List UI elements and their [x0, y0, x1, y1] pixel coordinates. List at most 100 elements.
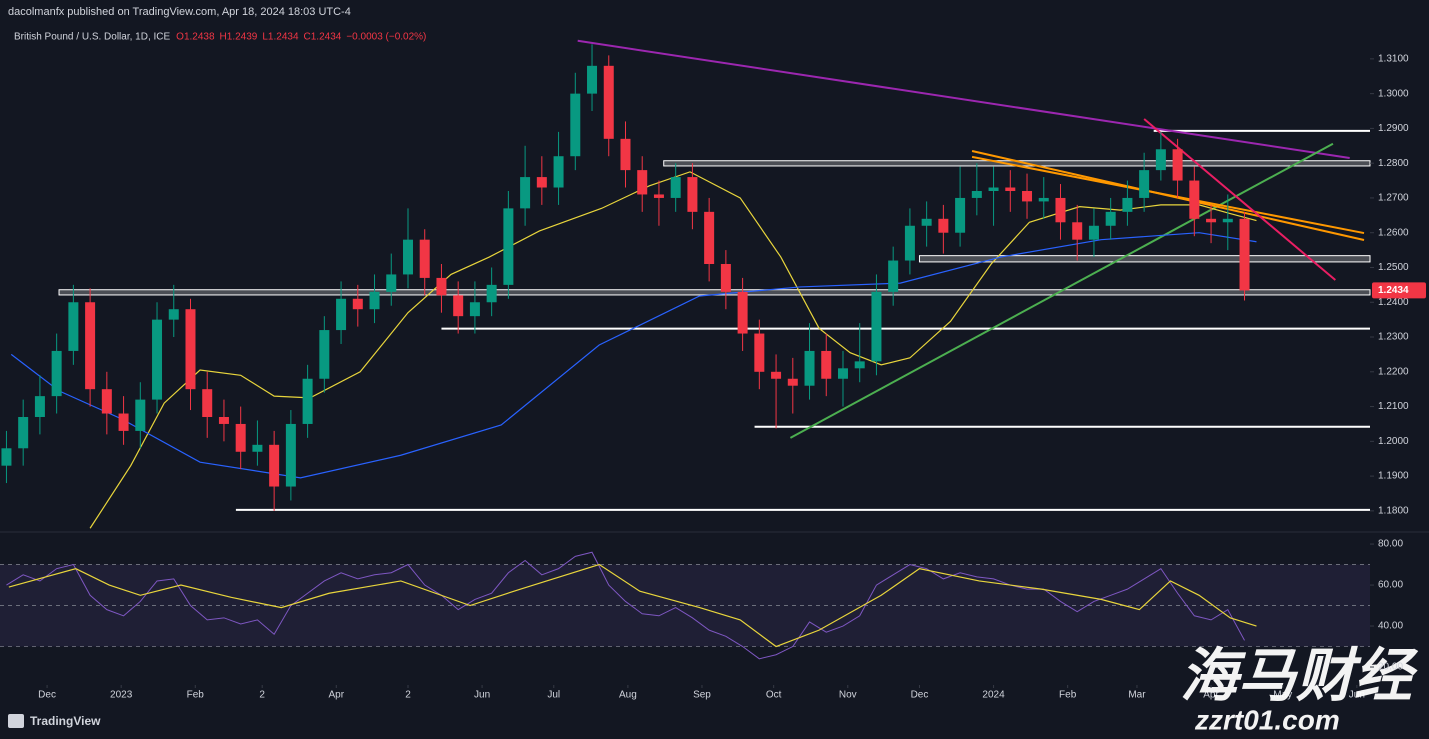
candle-body [1022, 190, 1033, 202]
candle-body [687, 177, 698, 212]
x-tick-label: Dec [911, 690, 929, 701]
candle-body [1139, 170, 1150, 198]
y-tick-label: 1.2100 [1378, 401, 1409, 412]
rsi-tick-label: 40.00 [1378, 621, 1403, 632]
x-tick-label: Jun [1349, 690, 1365, 701]
candle-body [469, 302, 480, 317]
brand-logo [8, 714, 24, 728]
y-tick-label: 1.2500 [1378, 262, 1409, 273]
candle-body [319, 330, 330, 379]
candle-body [603, 65, 614, 139]
candle-body [202, 389, 213, 417]
y-tick-label: 1.3000 [1378, 88, 1409, 99]
candle-body [904, 225, 915, 261]
candle-body [938, 218, 949, 233]
candle-body [85, 302, 96, 390]
candle-body [336, 298, 347, 331]
candle-body [352, 298, 363, 310]
candle-body [135, 399, 146, 431]
candle-body [536, 177, 547, 188]
candle-body [1, 448, 12, 466]
publisher: dacolmanfx published on TradingView.com,… [8, 6, 351, 18]
candle-body [737, 291, 748, 334]
candle-body [804, 350, 815, 386]
candle-body [402, 239, 413, 275]
trend-line [1143, 118, 1336, 281]
candle-body [1206, 218, 1217, 223]
candle-body [1005, 187, 1016, 191]
candle-body [218, 416, 229, 424]
candle-body [570, 93, 581, 157]
candle-body [1088, 225, 1099, 240]
candle-body [503, 208, 514, 285]
x-tick-label: Nov [839, 690, 857, 701]
candle-body [152, 319, 163, 400]
rsi-band [0, 564, 1370, 647]
x-tick-label: 2024 [982, 690, 1005, 701]
x-tick-label: Apr [1203, 690, 1219, 701]
x-tick-label: 2023 [110, 690, 133, 701]
legend-value: −0.0003 (−0.02%) [346, 32, 426, 43]
candle-body [269, 444, 280, 487]
trend-line [577, 39, 1350, 159]
y-tick-label: 1.2300 [1378, 332, 1409, 343]
candle-body [871, 291, 882, 362]
candle-body [553, 156, 564, 188]
y-tick-label: 1.2000 [1378, 436, 1409, 447]
moving-average [89, 171, 1257, 529]
candle-body [118, 413, 129, 431]
candle-body [419, 239, 430, 278]
candle-body [704, 211, 715, 265]
candle-body [988, 187, 999, 191]
zone-box [918, 255, 1371, 263]
rsi-tick-label: 60.00 [1378, 580, 1403, 591]
x-tick-label: Mar [1128, 690, 1146, 701]
candle-body [854, 361, 865, 369]
legend-value: C1.2434 [304, 32, 342, 43]
trend-line [789, 142, 1334, 439]
watermark-site: zzrt01.com [1194, 704, 1340, 735]
candle-body [34, 396, 45, 417]
candle-body [670, 177, 681, 198]
x-tick-label: Feb [187, 690, 205, 701]
candle-body [1105, 211, 1116, 226]
x-tick-label: Jun [474, 690, 490, 701]
candle-body [771, 371, 782, 379]
x-tick-label: Feb [1059, 690, 1077, 701]
candle-body [18, 416, 29, 449]
candle-body [1038, 197, 1049, 202]
candle-body [185, 309, 196, 390]
candle-body [720, 264, 731, 292]
trend-line [971, 155, 1365, 235]
candle-body [653, 194, 664, 198]
candle-body [101, 389, 112, 414]
watermark-name: 海马财经 [1180, 643, 1419, 708]
candle-body [637, 170, 648, 195]
candle-body [888, 260, 899, 292]
candle-body [837, 368, 848, 379]
candle-body [486, 284, 497, 303]
last-price-label: 1.2434 [1378, 285, 1409, 296]
y-tick-label: 1.2900 [1378, 123, 1409, 134]
candle-body [587, 65, 598, 94]
candle-body [921, 218, 932, 226]
candle-body [1055, 197, 1066, 223]
candle-body [1172, 149, 1183, 181]
x-tick-label: Sep [693, 690, 711, 701]
candle-body [51, 350, 62, 397]
x-tick-label: May [1273, 690, 1292, 701]
x-tick-label: Jul [547, 690, 560, 701]
x-tick-label: Apr [329, 690, 345, 701]
brand: TradingView [30, 714, 101, 728]
x-tick-label: 2 [405, 690, 411, 701]
rsi-tick-label: 20.00 [1378, 662, 1403, 673]
candle-body [1239, 218, 1250, 291]
legend-value: L1.2434 [262, 32, 299, 43]
candle-body [754, 333, 765, 372]
y-tick-label: 1.1800 [1378, 506, 1409, 517]
y-tick-label: 1.2200 [1378, 366, 1409, 377]
candle-body [302, 378, 313, 424]
candle-body [620, 138, 631, 171]
